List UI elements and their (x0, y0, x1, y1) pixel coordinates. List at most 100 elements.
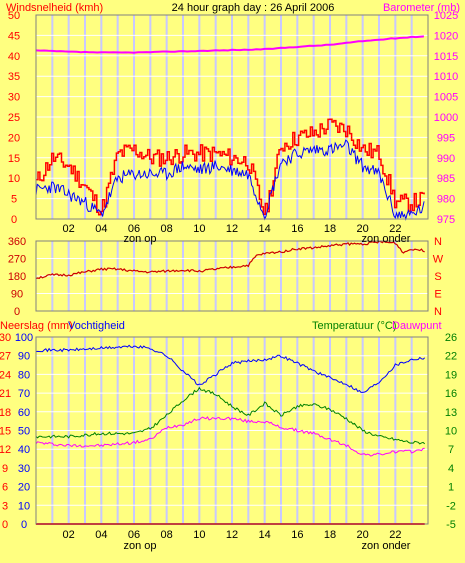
top-xtick-label: 06 (128, 223, 140, 235)
top-panel-ylabel: Windsnelheid (kmh) (6, 2, 103, 14)
temperature-ytick-label: 22 (445, 351, 457, 363)
vochtigheid-ytick-label: 70 (18, 388, 30, 400)
temperature-ytick-label: -2 (446, 500, 456, 512)
wind-ytick-label: 10 (8, 173, 20, 185)
neerslag-ytick-label: 27 (0, 351, 11, 363)
bottom-xtick-label: 22 (389, 529, 401, 541)
neerslag-ytick-label: 9 (2, 463, 8, 475)
temperature-ytick-label: 4 (448, 463, 454, 475)
bottom-panel-y2label-dauwpunt: Dauwpunt (392, 320, 442, 332)
compass-label: E (434, 289, 441, 301)
direction-ytick-label: 180 (8, 271, 26, 283)
series-direction (35, 240, 425, 280)
wind-ytick-label: 20 (8, 132, 20, 144)
compass-label: W (433, 254, 444, 266)
humidity-panel-frame (35, 336, 429, 525)
vochtigheid-ytick-label: 30 (18, 463, 30, 475)
vochtigheid-ytick-label: 50 (18, 426, 30, 438)
bottom-xtick-label: 10 (193, 529, 205, 541)
top-xtick-label: 18 (324, 223, 336, 235)
annotation-sunset-bottom: zon onder (362, 540, 411, 552)
top-xtick-label: 08 (161, 223, 173, 235)
series-dauwpunt (35, 416, 425, 457)
temperature-ytick-label: 26 (445, 332, 457, 344)
temperature-ytick-label: 13 (445, 407, 457, 419)
bottom-panel-y2label-temperatuur: Temperatuur (°C) (312, 320, 396, 332)
vochtigheid-ytick-label: 60 (18, 407, 30, 419)
barometer-ytick-label: 1010 (434, 71, 458, 83)
wind-ytick-label: 45 (8, 30, 20, 42)
chart-title: 24 hour graph day : 26 April 2006 (172, 2, 335, 14)
barometer-ytick-label: 1015 (434, 51, 458, 63)
vochtigheid-ytick-label: 20 (18, 482, 30, 494)
barometer-ytick-label: 1005 (434, 92, 458, 104)
top-panel-y2label: Barometer (mb) (383, 2, 460, 14)
top-xtick-label: 04 (95, 223, 107, 235)
vochtigheid-ytick-label: 10 (18, 500, 30, 512)
wind-ytick-label: 35 (8, 71, 20, 83)
neerslag-ytick-label: 6 (2, 482, 8, 494)
barometer-ytick-label: 1025 (434, 10, 458, 22)
direction-ytick-label: 270 (8, 254, 26, 266)
top-xtick-label: 22 (389, 223, 401, 235)
temperature-ytick-label: 7 (448, 444, 454, 456)
top-xtick-label: 12 (226, 223, 238, 235)
top-xtick-label: 20 (357, 223, 369, 235)
vochtigheid-ytick-label: 0 (21, 519, 27, 531)
temperature-ytick-label: -5 (446, 519, 456, 531)
vochtigheid-ytick-label: 80 (18, 369, 30, 381)
bottom-panel-ylabel-vochtigheid: Vochtigheid (68, 320, 125, 332)
top-xtick-label: 16 (291, 223, 303, 235)
barometer-ytick-label: 1020 (434, 30, 458, 42)
bottom-xtick-label: 16 (291, 529, 303, 541)
tick-labels: 0510152025303540455097598098599099510001… (0, 10, 458, 541)
neerslag-ytick-label: 12 (0, 444, 11, 456)
direction-ytick-label: 90 (11, 289, 23, 301)
annotation-sunrise-bottom: zon op (123, 540, 156, 552)
neerslag-ytick-label: 21 (0, 388, 11, 400)
wind-panel-frame (35, 14, 429, 220)
wind-ytick-label: 50 (8, 10, 20, 22)
top-xtick-label: 14 (259, 223, 271, 235)
series-temperatuur (35, 386, 426, 445)
direction-panel-frame (35, 240, 429, 312)
compass-label: N (434, 236, 442, 248)
temperature-ytick-label: 19 (445, 369, 457, 381)
wind-ytick-label: 30 (8, 92, 20, 104)
bottom-xtick-label: 20 (357, 529, 369, 541)
neerslag-ytick-label: 30 (0, 332, 11, 344)
wind-ytick-label: 40 (8, 51, 20, 63)
top-xtick-label: 10 (193, 223, 205, 235)
barometer-ytick-label: 975 (437, 214, 455, 226)
direction-ytick-label: 0 (14, 306, 20, 318)
neerslag-ytick-label: 24 (0, 369, 11, 381)
bottom-xtick-label: 14 (259, 529, 271, 541)
bottom-xtick-label: 04 (95, 529, 107, 541)
series-wind (35, 139, 425, 221)
bottom-xtick-label: 02 (63, 529, 75, 541)
barometer-ytick-label: 1000 (434, 112, 458, 124)
bottom-xtick-label: 06 (128, 529, 140, 541)
vochtigheid-ytick-label: 40 (18, 444, 30, 456)
bottom-xtick-label: 08 (161, 529, 173, 541)
barometer-ytick-label: 995 (437, 132, 455, 144)
bottom-xtick-label: 18 (324, 529, 336, 541)
wind-ytick-label: 0 (11, 214, 17, 226)
direction-ytick-label: 360 (8, 236, 26, 248)
vochtigheid-ytick-label: 100 (15, 332, 33, 344)
compass-label: N (434, 306, 442, 318)
temperature-ytick-label: 10 (445, 426, 457, 438)
wind-ytick-label: 25 (8, 112, 20, 124)
vochtigheid-ytick-label: 90 (18, 351, 30, 363)
annotation-sunrise-top: zon op (123, 233, 156, 245)
bottom-panel-ylabel-neerslag: Neerslag (mm) (0, 320, 73, 332)
temperature-ytick-label: 1 (448, 482, 454, 494)
wind-ytick-label: 15 (8, 153, 20, 165)
panel-frames (35, 14, 429, 525)
bottom-xtick-label: 12 (226, 529, 238, 541)
neerslag-ytick-label: 3 (2, 500, 8, 512)
wind-ytick-label: 5 (11, 194, 17, 206)
series-vochtigheid (35, 344, 426, 393)
